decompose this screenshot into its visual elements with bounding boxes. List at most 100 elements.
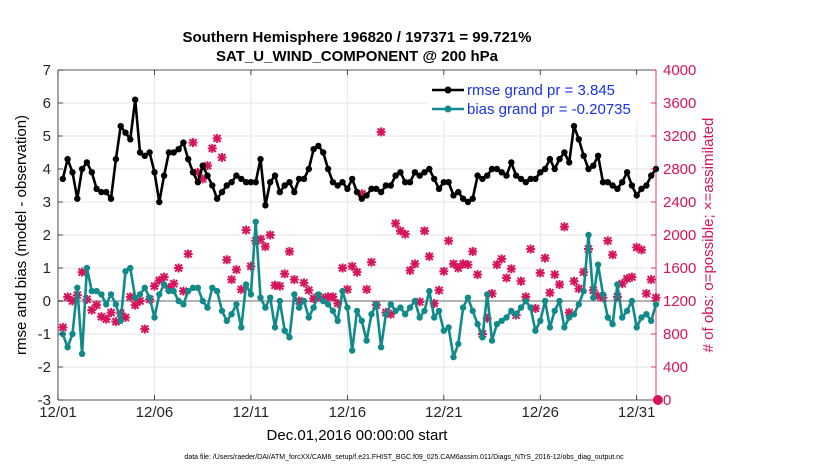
- bias-point: [324, 301, 332, 308]
- bias-point: [271, 324, 279, 331]
- rmse-point: [638, 185, 645, 192]
- right-tick-label: 2800: [663, 161, 696, 178]
- rmse-point: [78, 165, 86, 173]
- x-tick-label: 12/06: [136, 404, 174, 421]
- bias-point: [257, 294, 264, 301]
- obs-assimilated-marker: [217, 152, 227, 162]
- bias-point: [382, 311, 390, 318]
- rmse-point: [165, 149, 173, 156]
- obs-assimilated-marker: [559, 222, 569, 232]
- left-tick-label: -2: [38, 359, 51, 376]
- rmse-point: [421, 169, 428, 176]
- obs-assimilated-marker: [227, 275, 237, 285]
- rmse-point: [411, 169, 419, 176]
- bias-point: [160, 281, 168, 288]
- obs-assimilated-marker: [236, 284, 246, 294]
- rmse-point: [267, 179, 274, 186]
- rmse-point: [213, 195, 221, 202]
- right-tick-label: 2000: [663, 227, 696, 244]
- rmse-point: [344, 185, 351, 192]
- obs-assimilated-marker: [400, 229, 410, 239]
- rmse-point: [464, 198, 472, 206]
- bias-point: [512, 311, 520, 318]
- rmse-point: [406, 179, 414, 186]
- left-tick-label: 0: [43, 293, 51, 310]
- bias-point: [585, 231, 592, 239]
- bias-point: [218, 307, 226, 315]
- bias-point: [455, 340, 462, 348]
- obs-assimilated-marker: [420, 226, 430, 236]
- obs-assimilated-marker: [101, 314, 111, 324]
- rmse-point: [117, 122, 124, 130]
- right-tick-label: 800: [663, 326, 688, 343]
- rmse-point: [373, 185, 380, 192]
- obs-assimilated-marker: [434, 285, 444, 295]
- bias-point: [180, 301, 187, 308]
- bias-point: [286, 334, 293, 341]
- bias-point: [127, 264, 134, 272]
- bias-point: [320, 297, 327, 305]
- legend-rmse-marker: [444, 86, 452, 94]
- x-axis-label: Dec.01,2016 00:00:00 start: [267, 427, 449, 444]
- rmse-point: [93, 185, 100, 192]
- right-tick-label: 4000: [663, 62, 696, 79]
- bias-point: [431, 314, 438, 321]
- rmse-point: [349, 175, 356, 183]
- bias-point: [387, 301, 394, 308]
- obs-assimilated-marker: [405, 265, 415, 275]
- bias-point: [233, 301, 240, 308]
- bias-point: [363, 337, 370, 344]
- rmse-point: [580, 152, 587, 159]
- right-tick-label: 0: [663, 392, 671, 409]
- obs-assimilated-marker: [299, 278, 309, 288]
- rmse-point: [512, 172, 520, 179]
- bias-point: [300, 297, 308, 305]
- obs-assimilated-marker: [448, 259, 458, 269]
- legend-bias-label: bias grand pr = -0.20735: [467, 101, 631, 118]
- bias-point: [537, 317, 544, 324]
- bias-point: [349, 347, 356, 354]
- rmse-point: [107, 195, 115, 202]
- bias-point: [132, 294, 139, 301]
- rmse-point: [315, 142, 322, 150]
- bias-point: [541, 297, 549, 305]
- obs-assimilated-marker: [222, 255, 232, 265]
- bias-point: [633, 324, 640, 331]
- rmse-point: [151, 169, 158, 176]
- bias-point: [493, 320, 501, 328]
- rmse-point: [300, 175, 308, 183]
- obs-assimilated-marker: [352, 267, 362, 277]
- obs-assimilated-marker: [550, 270, 560, 280]
- rmse-point: [88, 169, 96, 176]
- x-tick-label: 12/11: [233, 404, 269, 421]
- obs-assimilated-marker: [468, 247, 478, 256]
- rmse-point: [590, 162, 597, 169]
- legend-rmse-label: rmse grand pr = 3.845: [467, 82, 615, 99]
- rmse-point: [64, 155, 71, 163]
- rmse-point: [170, 149, 177, 156]
- obs-assimilated-marker: [362, 284, 372, 294]
- bias-point: [416, 314, 423, 321]
- obs-possible-marker: [652, 395, 663, 405]
- bias-point: [561, 324, 568, 331]
- bias-point: [141, 284, 148, 291]
- bias-point: [334, 317, 341, 324]
- bias-point: [556, 297, 563, 305]
- chart-subtitle: SAT_U_WIND_COMPONENT @ 200 hPa: [216, 48, 499, 65]
- obs-assimilated-marker: [424, 251, 434, 261]
- rmse-point: [189, 169, 197, 176]
- obs-assimilated-marker: [497, 254, 507, 264]
- obs-assimilated-marker: [342, 284, 352, 294]
- obs-assimilated-marker: [212, 133, 222, 143]
- bias-point: [83, 264, 91, 272]
- rmse-point: [218, 188, 226, 196]
- obs-assimilated-marker: [506, 264, 516, 274]
- bias-point: [406, 304, 414, 311]
- obs-assimilated-marker: [328, 292, 338, 302]
- bias-point: [175, 297, 182, 305]
- bias-point: [117, 317, 124, 324]
- rmse-point: [257, 155, 264, 163]
- obs-assimilated-marker: [366, 257, 376, 267]
- rmse-point: [204, 172, 211, 179]
